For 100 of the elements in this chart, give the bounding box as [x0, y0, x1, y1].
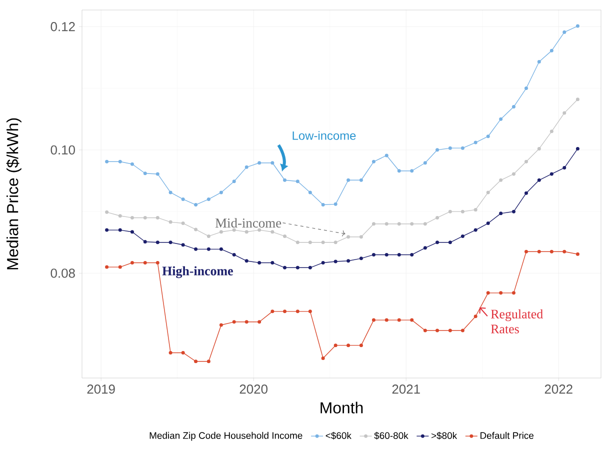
point — [436, 240, 440, 244]
point — [372, 252, 376, 256]
point — [486, 190, 490, 194]
x-tick-label: 2021 — [392, 384, 420, 394]
point — [384, 222, 388, 226]
point — [524, 191, 528, 195]
point — [283, 310, 286, 314]
point — [321, 203, 325, 207]
point — [308, 310, 312, 314]
point — [436, 216, 440, 220]
x-tick-label: 2020 — [240, 384, 268, 394]
point — [384, 318, 388, 322]
point — [258, 228, 262, 232]
point — [397, 318, 401, 322]
point — [359, 178, 363, 182]
point — [105, 160, 109, 164]
point — [181, 222, 185, 226]
point — [270, 260, 274, 264]
point — [194, 203, 198, 207]
y-axis-title: Median Price ($/kWh) — [6, 118, 22, 270]
point — [486, 134, 490, 138]
point — [232, 320, 236, 324]
point — [156, 216, 160, 220]
point — [232, 252, 236, 256]
point — [321, 356, 325, 360]
point — [460, 234, 464, 238]
point — [550, 130, 554, 134]
point — [206, 197, 210, 201]
point — [359, 235, 363, 239]
point — [410, 318, 414, 322]
point — [258, 320, 262, 324]
point — [372, 318, 376, 322]
point — [486, 291, 490, 295]
point — [512, 172, 516, 176]
point — [512, 105, 516, 109]
point — [372, 222, 376, 226]
point — [410, 252, 414, 256]
point — [346, 344, 350, 348]
point — [562, 30, 566, 34]
point — [232, 228, 236, 232]
point — [499, 291, 503, 295]
point — [270, 230, 274, 234]
point — [460, 210, 464, 214]
point — [346, 178, 350, 182]
point — [397, 252, 401, 256]
point — [143, 240, 147, 244]
point — [562, 166, 566, 170]
point — [156, 172, 160, 176]
point — [296, 180, 300, 184]
point — [436, 328, 440, 332]
x-tick-label: 2022 — [544, 384, 572, 394]
point — [499, 178, 503, 182]
point — [537, 60, 541, 64]
annotation: Mid-income — [215, 218, 282, 228]
point — [474, 314, 478, 318]
point — [206, 360, 210, 364]
point — [194, 247, 198, 251]
y-tick-label: 0.10 — [50, 145, 75, 155]
point — [258, 161, 262, 165]
point — [168, 190, 172, 194]
point — [524, 160, 528, 164]
point — [244, 230, 248, 234]
point — [296, 266, 300, 270]
point — [524, 250, 528, 254]
point — [270, 310, 274, 314]
y-tick-label: 0.12 — [50, 22, 75, 32]
point — [423, 161, 427, 165]
point — [436, 148, 440, 152]
point — [118, 160, 122, 164]
point — [168, 240, 172, 244]
point — [181, 350, 185, 354]
point — [448, 328, 452, 332]
point — [474, 228, 478, 232]
point — [562, 250, 566, 254]
point — [308, 190, 312, 194]
point — [562, 111, 566, 115]
point — [156, 240, 160, 244]
point — [334, 260, 338, 264]
point — [130, 230, 134, 234]
point — [512, 291, 516, 295]
legend-label: >$80k — [431, 432, 458, 440]
point — [244, 259, 248, 263]
point — [181, 197, 185, 201]
point — [537, 250, 541, 254]
point — [550, 172, 554, 176]
point — [143, 172, 147, 176]
annotation: High-income — [162, 266, 233, 278]
point — [550, 250, 554, 254]
x-tick-label: 2019 — [87, 384, 115, 394]
point — [308, 266, 312, 270]
point — [576, 146, 580, 150]
point — [334, 344, 338, 348]
point — [359, 344, 363, 348]
point — [321, 240, 325, 244]
point — [130, 260, 134, 264]
point — [143, 216, 147, 220]
point — [308, 240, 312, 244]
point — [219, 247, 223, 251]
point — [219, 230, 223, 234]
point — [244, 320, 248, 324]
